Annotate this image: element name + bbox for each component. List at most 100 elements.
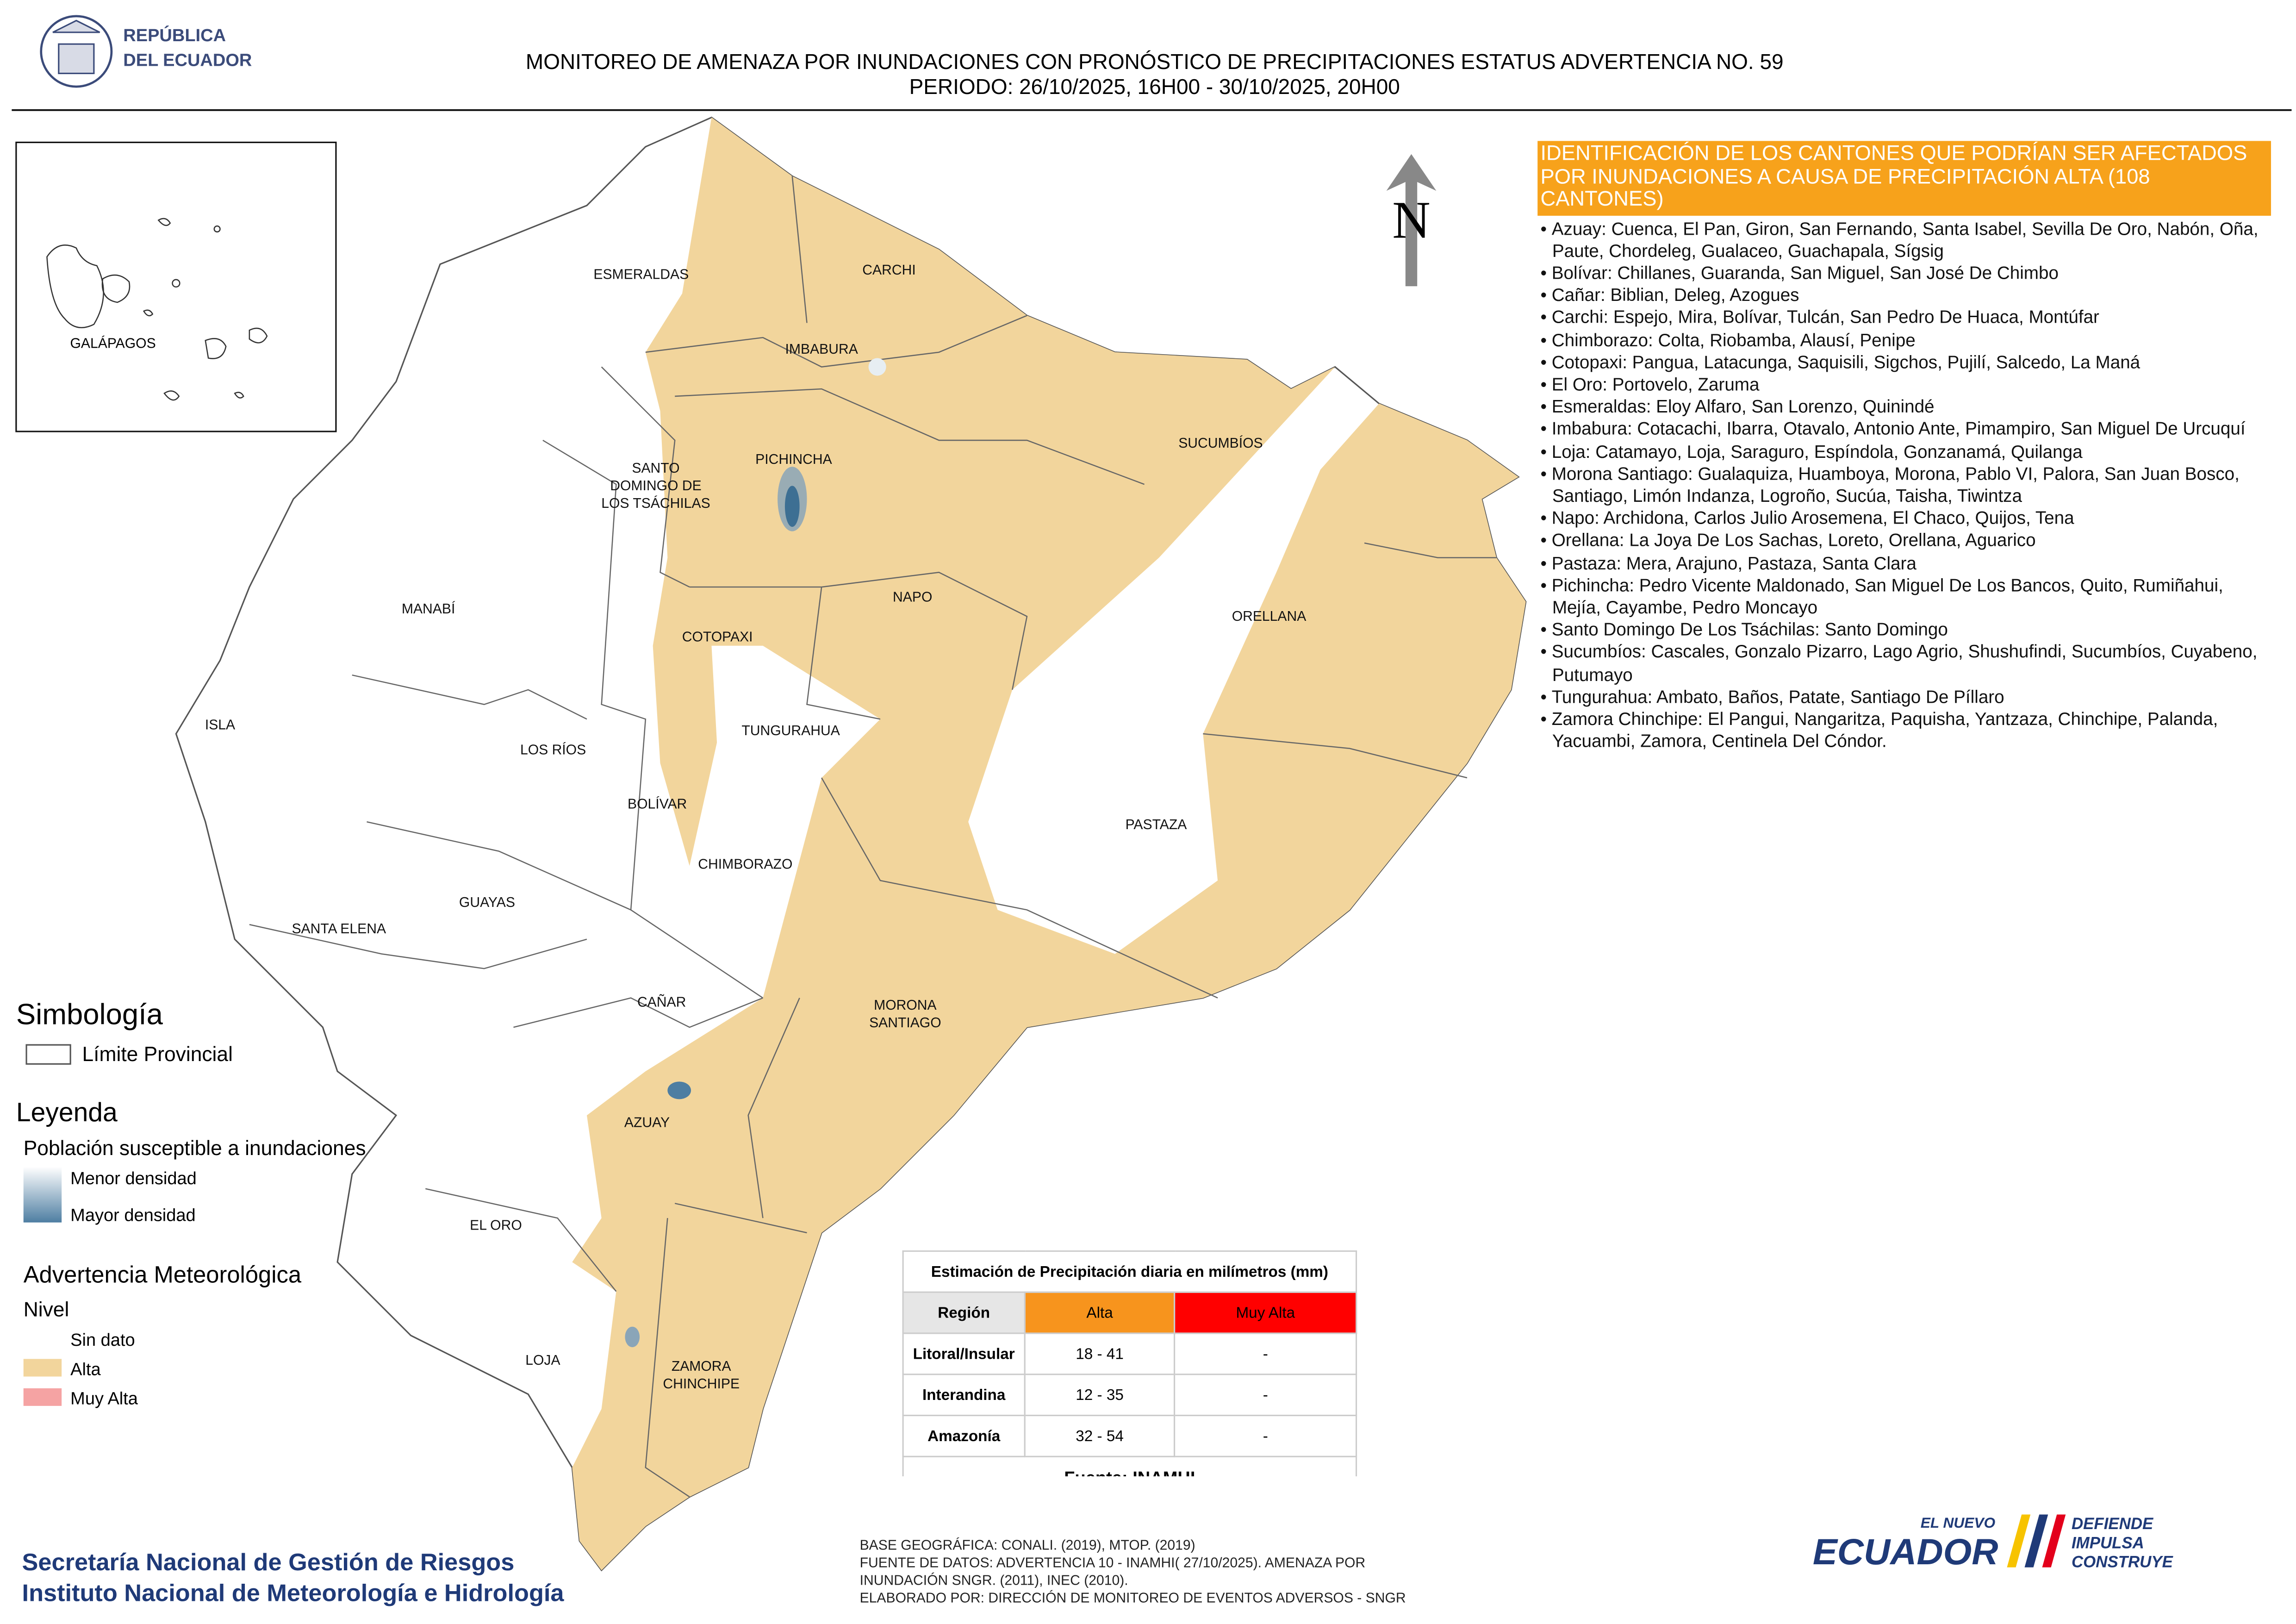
province-label: CHIMBORAZO bbox=[698, 857, 792, 872]
brand-text: EL NUEVO bbox=[1921, 1514, 1996, 1531]
source-line: ELABORADO POR: DIRECCIÓN DE MONITOREO DE… bbox=[860, 1591, 1406, 1606]
legend-item: Límite Provincial bbox=[82, 1043, 233, 1066]
province-label: LOJA bbox=[525, 1353, 560, 1368]
province-label: NAPO bbox=[893, 590, 932, 605]
table-title: Estimación de Precipitación diaria en mi… bbox=[902, 1250, 1357, 1293]
province-label: TUNGURAHUA bbox=[741, 723, 840, 738]
province-label: SANTO bbox=[632, 461, 679, 476]
table-row: Amazonía 32 - 54- bbox=[902, 1414, 1357, 1457]
source-line: INUNDACIÓN SNGR. (2011), INEC (2010). bbox=[860, 1573, 1128, 1588]
table-cell: Litoral/Insular bbox=[902, 1332, 1026, 1375]
table-cell: 12 - 35 bbox=[1024, 1374, 1176, 1417]
table-header-row: Región Alta Muy Alta bbox=[902, 1291, 1357, 1334]
legend-item: Alta bbox=[70, 1360, 101, 1379]
canton-item: Sucumbíos: Cascales, Gonzalo Pizarro, La… bbox=[1552, 642, 2271, 686]
canton-item: Cañar: Biblian, Deleg, Azogues bbox=[1552, 285, 2271, 307]
legend-heading: Leyenda bbox=[16, 1098, 118, 1127]
table-title-row: Estimación de Precipitación diaria en mi… bbox=[902, 1250, 1357, 1293]
province-label: MANABÍ bbox=[402, 601, 455, 617]
cantons-heading: IDENTIFICACIÓN DE LOS CANTONES QUE PODRÍ… bbox=[1537, 141, 2271, 215]
table-source: Fuente: INAMHI bbox=[902, 1455, 1357, 1477]
canton-item: Pichincha: Pedro Vicente Maldonado, San … bbox=[1552, 575, 2271, 619]
canton-item: Chimborazo: Colta, Riobamba, Alausí, Pen… bbox=[1552, 330, 2271, 352]
canton-item: Orellana: La Joya De Los Sachas, Loreto,… bbox=[1552, 531, 2271, 553]
table-cell: - bbox=[1174, 1332, 1357, 1375]
legend-item: Muy Alta bbox=[70, 1389, 138, 1409]
legend: Simbología Límite Provincial Leyenda Pob… bbox=[16, 999, 366, 1409]
table-footer-row: Fuente: INAMHI bbox=[902, 1455, 1357, 1477]
period: PERIODO: 26/10/2025, 16H00 - 30/10/2025,… bbox=[909, 75, 1400, 99]
org-name: Secretaría Nacional de Gestión de Riesgo… bbox=[22, 1549, 515, 1576]
canton-item: Zamora Chinchipe: El Pangui, Nangaritza,… bbox=[1552, 709, 2271, 753]
province-label: ISLA bbox=[205, 718, 236, 733]
logo-text: REPÚBLICA bbox=[123, 25, 226, 45]
canton-item: Loja: Catamayo, Loja, Saraguro, Espíndol… bbox=[1552, 441, 2271, 463]
province-label: ZAMORA bbox=[672, 1359, 732, 1374]
canton-item: Cotopaxi: Pangua, Latacunga, Saquisili, … bbox=[1552, 352, 2271, 374]
canton-item: Pastaza: Mera, Arajuno, Pastaza, Santa C… bbox=[1552, 553, 2271, 575]
table-cell: 32 - 54 bbox=[1024, 1414, 1176, 1457]
province-label: ESMERALDAS bbox=[593, 267, 689, 282]
province-label: SUCUMBÍOS bbox=[1178, 436, 1263, 451]
table-cell: - bbox=[1174, 1374, 1357, 1417]
inset-label: GALÁPAGOS bbox=[70, 336, 156, 351]
province-label: EL ORO bbox=[470, 1218, 522, 1233]
province-label: GUAYAS bbox=[459, 895, 515, 910]
province-label: PASTAZA bbox=[1126, 817, 1188, 832]
source-line: BASE GEOGRÁFICA: CONALI. (2019), MTOP. (… bbox=[860, 1538, 1195, 1553]
province-label: COTOPAXI bbox=[682, 629, 753, 644]
logo-text: DEL ECUADOR bbox=[123, 51, 252, 70]
legend-swatch bbox=[23, 1359, 62, 1377]
province-label: BOLÍVAR bbox=[628, 797, 687, 812]
canton-item: Napo: Archidona, Carlos Julio Arosemena,… bbox=[1552, 508, 2271, 530]
table-row: Interandina 12 - 35- bbox=[902, 1374, 1357, 1417]
galapagos-islands bbox=[46, 218, 268, 401]
north-arrow: N bbox=[1386, 154, 1437, 287]
org-name: Instituto Nacional de Meteorología e Hid… bbox=[22, 1580, 565, 1606]
legend-swatch bbox=[25, 1044, 71, 1065]
legend-heading: Simbología bbox=[16, 999, 163, 1031]
legend-subheading: Nivel bbox=[24, 1299, 69, 1321]
brand-text: ECUADOR bbox=[1813, 1531, 1998, 1572]
province-label: ORELLANA bbox=[1232, 609, 1307, 624]
canton-item: Bolívar: Chillanes, Guaranda, San Miguel… bbox=[1552, 262, 2271, 285]
source-line: FUENTE DE DATOS: ADVERTENCIA 10 - INAMHI… bbox=[860, 1555, 1366, 1571]
legend-subheading: Advertencia Meteorológica bbox=[24, 1262, 302, 1288]
cantons-panel: IDENTIFICACIÓN DE LOS CANTONES QUE PODRÍ… bbox=[1537, 141, 2271, 787]
legend-item: Mayor densidad bbox=[70, 1206, 196, 1225]
table-box: Estimación de Precipitación diaria en mi… bbox=[902, 1250, 1357, 1477]
brand-text: DEFIENDE bbox=[2072, 1515, 2154, 1533]
precipitation-table: Estimación de Precipitación diaria en mi… bbox=[902, 1250, 1357, 1477]
table-cell: 18 - 41 bbox=[1024, 1332, 1176, 1375]
logo: REPÚBLICA DEL ECUADOR bbox=[40, 15, 252, 88]
canton-item: Morona Santiago: Gualaquiza, Huamboya, M… bbox=[1552, 463, 2271, 508]
province-label: LOS TSÁCHILAS bbox=[601, 496, 710, 511]
province-label: MORONA bbox=[874, 998, 937, 1013]
title: MONITOREO DE AMENAZA POR INUNDACIONES CO… bbox=[526, 50, 1784, 74]
uncovered-area bbox=[711, 645, 880, 778]
sources: BASE GEOGRÁFICA: CONALI. (2019), MTOP. (… bbox=[860, 1538, 1406, 1606]
canton-item: Tungurahua: Ambato, Baños, Patate, Santi… bbox=[1552, 687, 2271, 709]
brand-text: IMPULSA bbox=[2072, 1534, 2144, 1552]
province-label: DOMINGO DE bbox=[610, 478, 701, 493]
legend-item: Menor densidad bbox=[70, 1169, 197, 1188]
canton-item: Carchi: Espejo, Mira, Bolívar, Tulcán, S… bbox=[1552, 307, 2271, 330]
table-cell: Interandina bbox=[902, 1374, 1026, 1417]
province-label: LOS RÍOS bbox=[520, 742, 586, 757]
province-label: AZUAY bbox=[624, 1115, 670, 1131]
province-label: CARCHI bbox=[862, 262, 915, 278]
legend-swatch bbox=[23, 1388, 62, 1406]
north-label: N bbox=[1392, 191, 1430, 250]
canton-item: Azuay: Cuenca, El Pan, Giron, San Fernan… bbox=[1552, 218, 2271, 262]
density-spots bbox=[625, 358, 886, 1348]
table-header: Región bbox=[902, 1291, 1026, 1334]
cantons-list: Azuay: Cuenca, El Pan, Giron, San Fernan… bbox=[1537, 218, 2271, 754]
province-label: IMBABURA bbox=[785, 342, 859, 357]
province-label: PICHINCHA bbox=[755, 452, 833, 467]
table-header: Muy Alta bbox=[1174, 1291, 1357, 1334]
alta-warning-area bbox=[572, 117, 1526, 1570]
province-label: SANTA ELENA bbox=[292, 921, 386, 937]
cantons-box: IDENTIFICACIÓN DE LOS CANTONES QUE PODRÍ… bbox=[1537, 141, 2271, 753]
